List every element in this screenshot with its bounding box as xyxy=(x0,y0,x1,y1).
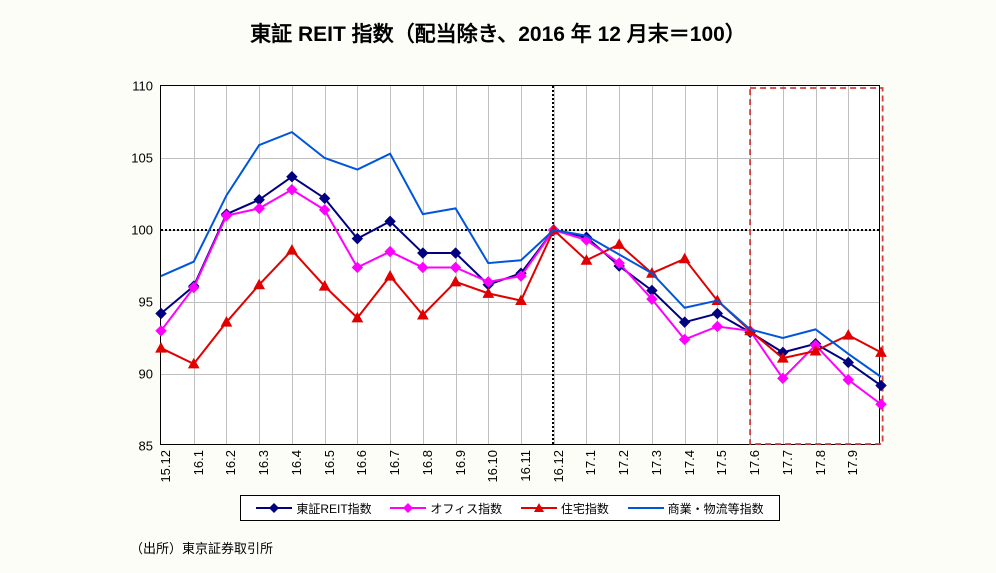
series-marker xyxy=(156,343,166,352)
y-tick-label: 100 xyxy=(131,223,153,238)
series-marker xyxy=(352,262,362,272)
series-marker xyxy=(614,239,624,248)
legend-swatch xyxy=(628,501,664,515)
legend-label: 東証REIT指数 xyxy=(296,500,371,517)
series-marker xyxy=(385,271,395,280)
y-tick-label: 95 xyxy=(139,295,153,310)
series-marker xyxy=(418,262,428,272)
series-marker xyxy=(712,321,722,331)
legend-item: 住宅指数 xyxy=(521,500,609,517)
series-marker xyxy=(680,254,690,263)
source-label: （出所）東京証券取引所 xyxy=(130,538,273,557)
series-marker xyxy=(320,205,330,215)
y-tick-label: 105 xyxy=(131,151,153,166)
legend-swatch xyxy=(256,501,292,515)
series-marker xyxy=(843,330,853,339)
chart-title: 東証 REIT 指数（配当除き、2016 年 12 月末＝100） xyxy=(0,0,996,48)
series-line xyxy=(161,132,881,377)
legend-item: 商業・物流等指数 xyxy=(628,500,764,517)
legend-swatch xyxy=(521,501,557,515)
legend-item: オフィス指数 xyxy=(390,500,502,517)
y-tick-label: 110 xyxy=(132,79,153,94)
series-marker xyxy=(385,247,395,257)
legend-label: オフィス指数 xyxy=(430,500,502,517)
legend-item: 東証REIT指数 xyxy=(256,500,371,517)
series-layer xyxy=(161,86,881,446)
series-marker xyxy=(451,262,461,272)
y-tick-label: 85 xyxy=(139,439,153,454)
series-marker xyxy=(254,203,264,213)
legend-label: 商業・物流等指数 xyxy=(668,500,764,517)
series-marker xyxy=(287,245,297,254)
y-tick-label: 90 xyxy=(139,367,153,382)
series-marker xyxy=(287,185,297,195)
series-marker xyxy=(451,277,461,286)
chart-area: 85909510010511015.1216.116.216.316.416.5… xyxy=(160,85,880,445)
plot-area: 85909510010511015.1216.116.216.316.416.5… xyxy=(160,85,880,445)
legend-label: 住宅指数 xyxy=(561,500,609,517)
legend-swatch xyxy=(390,501,426,515)
series-marker xyxy=(712,309,722,319)
legend: 東証REIT指数 オフィス指数 住宅指数 商業・物流等指数 xyxy=(240,495,780,521)
